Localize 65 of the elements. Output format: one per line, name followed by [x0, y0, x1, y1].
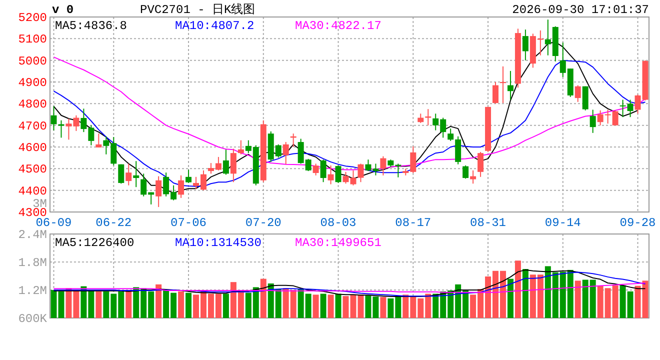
y-tick-label: 4900 — [18, 76, 47, 90]
candlestick — [492, 82, 498, 104]
chart-title: PVC2701 - 日K线图 — [140, 3, 256, 17]
candlestick — [230, 148, 236, 183]
text: MA10:1314530 — [175, 236, 262, 250]
candlestick — [222, 149, 229, 176]
candlestick — [118, 164, 124, 184]
candlestick — [328, 164, 334, 185]
text: MA30:1499651 — [295, 236, 382, 250]
candlestick — [522, 29, 528, 61]
x-tick-label: 08-03 — [320, 216, 356, 230]
text: MA30:4822.17 — [295, 19, 382, 33]
text: MA5:1226400 — [55, 236, 134, 250]
y-tick-label: 4500 — [18, 162, 47, 177]
y-tick-label: 4400 — [18, 184, 47, 198]
candlestick — [58, 120, 64, 138]
candlestick — [50, 106, 57, 131]
candlestick — [126, 163, 132, 186]
annotation: 2026-09-30 17:01:37 — [512, 3, 649, 17]
y-tick-label: 5200 — [18, 11, 47, 25]
x-tick-label: 07-20 — [245, 216, 282, 230]
candlestick — [358, 163, 364, 183]
y-tick-label: 4600 — [18, 141, 47, 155]
candlestick — [238, 140, 244, 155]
y-tick-label: 1.2M — [18, 284, 47, 298]
x-tick-label: 06-22 — [96, 216, 132, 230]
candlestick — [478, 151, 484, 178]
candlestick — [574, 84, 581, 102]
y-tick-label: 5100 — [18, 32, 47, 47]
x-tick-label: 08-17 — [395, 216, 432, 230]
candlestick — [462, 164, 469, 180]
text: MA5:4836.8 — [55, 19, 128, 33]
candlestick — [312, 163, 319, 176]
candlestick — [156, 176, 162, 208]
candlestick — [500, 66, 506, 104]
candlestick — [590, 109, 596, 134]
candlestick — [582, 86, 588, 111]
y-tick-label: 1.8M — [18, 256, 47, 270]
candlestick — [455, 136, 462, 165]
y-tick-label: 600K — [18, 312, 48, 326]
y-tick-label: 4800 — [18, 98, 47, 112]
x-tick-label: 07-06 — [170, 216, 207, 230]
candlestick — [380, 156, 386, 176]
x-tick-label: 09-28 — [620, 216, 656, 230]
candlestick — [335, 164, 342, 184]
candlestick — [178, 174, 184, 198]
line-series — [53, 282, 646, 293]
candlestick — [133, 160, 140, 188]
y-tick-label: 4700 — [18, 119, 47, 134]
candlestick — [470, 170, 476, 184]
annotation: v 0 — [52, 3, 74, 17]
candlestick — [96, 133, 102, 148]
x-tick-label: 09-14 — [544, 216, 581, 230]
candlestick — [186, 169, 192, 184]
candlestick — [448, 128, 454, 142]
candlestick — [282, 142, 289, 165]
x-tick-label: 08-31 — [470, 216, 506, 230]
y-tick-label: 5000 — [18, 54, 47, 68]
candlestick — [320, 159, 326, 183]
text: MA10:4807.2 — [175, 19, 254, 33]
candlestick — [418, 113, 424, 124]
candlestick — [507, 70, 514, 100]
candlestick — [425, 108, 432, 126]
x-tick-label: 06-09 — [36, 216, 72, 230]
y-tick-label: 2.4M — [18, 228, 47, 242]
